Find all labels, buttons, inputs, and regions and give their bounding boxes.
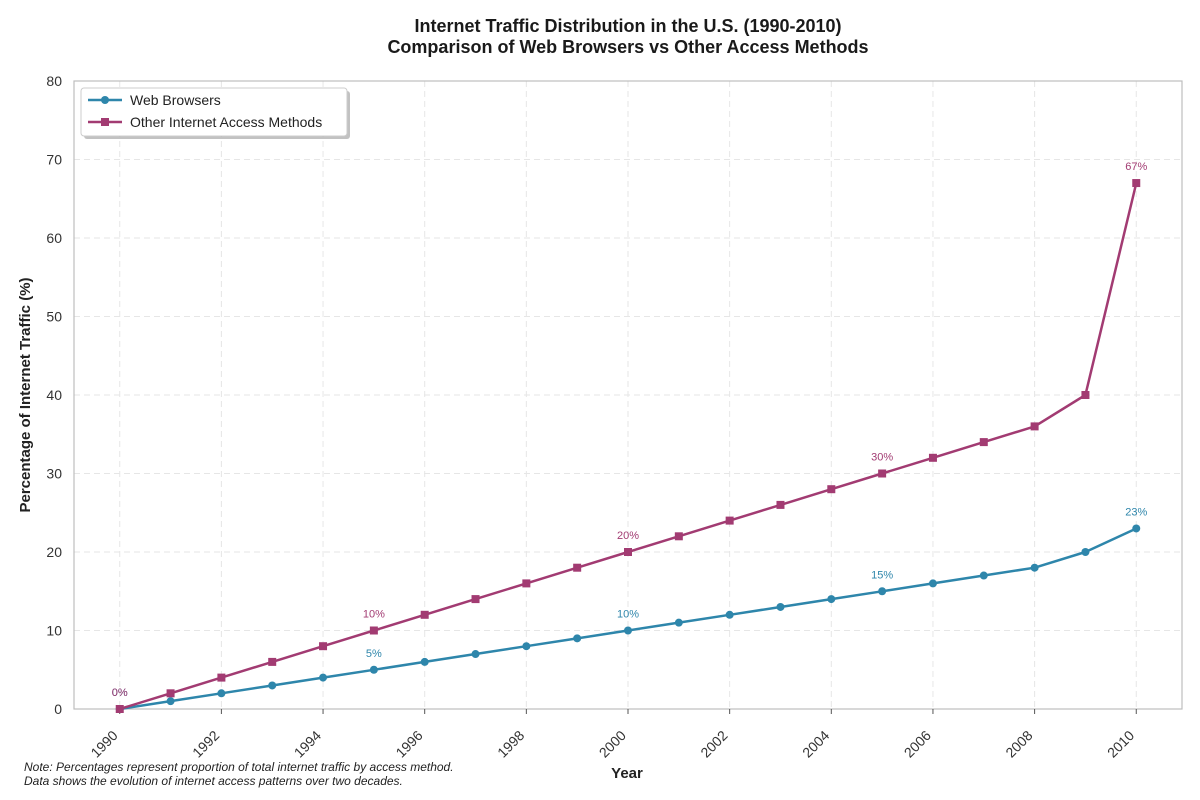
x-tick-label: 1990 [87,727,120,760]
series-markers [115,179,1141,713]
data-point-other-internet-access-methods [522,579,531,588]
y-tick-label: 10 [46,623,62,639]
data-point-web-browsers [471,650,480,659]
data-label: 15% [871,569,893,581]
axis-ticks: 0 10 20 30 40 50 60 70 80 1990 1992 1994 1996 1998 200… [46,73,1137,761]
data-point-web-browsers [979,571,988,580]
data-point-other-internet-access-methods [420,610,429,619]
data-point-other-internet-access-methods [878,469,887,478]
data-point-other-internet-access-methods [979,438,988,447]
x-axis-label: Year [611,765,643,782]
chart-title: Internet Traffic Distribution in the U.S… [414,16,841,36]
data-point-web-browsers [624,626,632,635]
data-point-web-browsers [319,673,328,682]
x-tick-label: 1994 [291,727,324,760]
data-label: 67% [1125,161,1147,173]
data-point-web-browsers [878,587,887,596]
data-label: 20% [617,530,639,542]
grid [74,80,1182,710]
legend-label-web-browsers: Web Browsers [130,92,221,108]
data-point-web-browsers [166,697,175,706]
y-tick-label: 0 [54,701,62,717]
legend-box [80,87,348,137]
data-point-web-browsers [1030,563,1039,572]
data-label: 23% [1125,506,1147,518]
data-point-web-browsers [369,665,378,674]
x-tick-label: 2000 [596,727,629,760]
data-label: 10% [617,609,639,621]
x-tick-label: 2010 [1104,727,1137,760]
data-point-other-internet-access-methods [268,657,277,666]
data-point-web-browsers [1132,524,1141,533]
data-point-other-internet-access-methods [1132,179,1141,188]
legend-marker-other-methods [101,118,109,126]
legend-label-other-methods: Other Internet Access Methods [130,114,322,130]
data-point-web-browsers [1081,548,1090,556]
x-tick-label: 2004 [799,727,832,760]
footnote: Note: Percentages represent proportion o… [24,760,454,788]
data-point-web-browsers [573,634,582,643]
data-point-other-internet-access-methods [674,532,683,541]
data-point-other-internet-access-methods [166,689,175,698]
data-label: 10% [363,609,385,621]
y-tick-label: 50 [46,309,62,325]
data-label: 5% [366,648,382,660]
data-point-other-internet-access-methods [319,642,328,651]
data-point-other-internet-access-methods [1030,422,1039,431]
data-point-web-browsers [217,689,226,698]
data-label: 30% [871,452,893,464]
data-point-other-internet-access-methods [573,563,582,572]
x-tick-label: 1996 [392,727,425,760]
x-tick-label: 2002 [697,727,730,760]
data-point-other-internet-access-methods [725,516,734,525]
data-point-web-browsers [268,681,277,690]
y-tick-label: 60 [46,230,62,246]
data-point-other-internet-access-methods [471,595,480,604]
data-point-web-browsers [928,579,937,588]
data-label: 0% [112,687,128,699]
y-tick-label: 70 [46,152,62,168]
data-point-other-internet-access-methods [1081,391,1090,399]
data-point-other-internet-access-methods [928,453,937,462]
footnote-line-2: Data shows the evolution of internet acc… [24,774,403,788]
chart-subtitle: Comparison of Web Browsers vs Other Acce… [387,37,868,57]
legend-marker-web-browsers [101,96,109,104]
legend: Web Browsers Other Internet Access Metho… [80,87,350,139]
data-point-other-internet-access-methods [217,673,226,682]
x-tick-label: 2008 [1002,727,1035,760]
y-tick-label: 40 [46,387,62,403]
data-label: 0% [112,687,128,699]
data-point-other-internet-access-methods [369,626,378,635]
x-tick-label: 1998 [494,727,527,760]
data-point-other-internet-access-methods [624,548,632,556]
y-tick-label: 20 [46,544,62,560]
data-point-web-browsers [725,610,734,619]
data-point-web-browsers [522,642,531,651]
y-tick-label: 30 [46,466,62,482]
y-axis-label: Percentage of Internet Traffic (%) [17,277,34,512]
footnote-line-1: Note: Percentages represent proportion o… [24,760,454,774]
data-point-web-browsers [827,595,836,604]
data-point-web-browsers [674,618,683,627]
y-tick-label: 80 [46,73,62,89]
data-point-other-internet-access-methods [115,705,124,713]
x-tick-label: 1992 [189,727,222,760]
data-point-other-internet-access-methods [776,500,785,509]
data-point-web-browsers [776,602,785,611]
data-annotations: 0%5%10%15%23%0%10%20%30%67% [112,161,1148,699]
data-point-other-internet-access-methods [827,485,836,494]
x-tick-label: 2006 [901,727,934,760]
data-point-web-browsers [420,657,429,666]
